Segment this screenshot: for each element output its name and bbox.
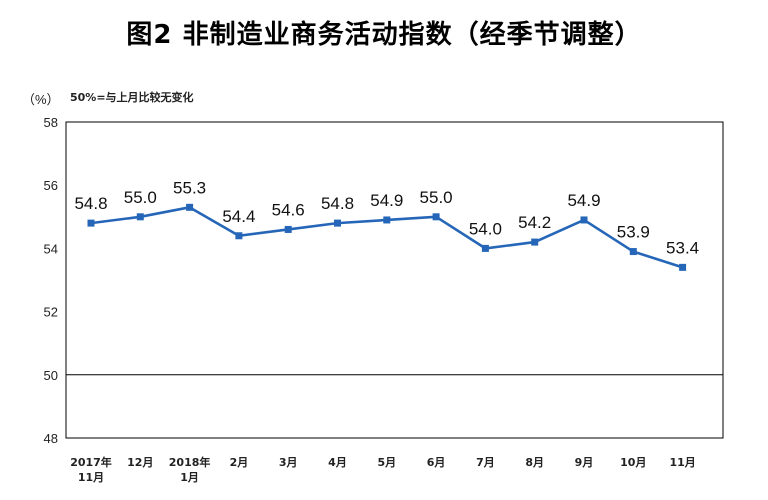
- data-value-label: 54.9: [370, 191, 403, 210]
- data-value-label: 55.0: [420, 188, 453, 207]
- x-tick-label: 12月: [127, 456, 153, 469]
- chart-title: 图2 非制造业商务活动指数（经季节调整）: [126, 20, 642, 50]
- baseline-note: 50%=与上月比较无变化: [70, 90, 194, 104]
- data-point-marker: [284, 225, 292, 233]
- data-value-label: 54.8: [74, 194, 107, 213]
- y-tick-label: 50: [44, 368, 58, 383]
- data-value-label: 54.2: [518, 213, 551, 232]
- data-point-marker: [629, 248, 637, 256]
- x-tick-label: 2月: [230, 456, 249, 469]
- data-point-marker: [136, 213, 144, 221]
- x-tick-label: 6月: [427, 456, 446, 469]
- x-tick-label: 4月: [328, 456, 347, 469]
- data-value-label: 54.8: [321, 194, 354, 213]
- data-point-marker: [481, 244, 489, 252]
- data-point-marker: [580, 216, 588, 224]
- plot-area: [65, 121, 724, 439]
- data-value-label: 54.9: [567, 191, 600, 210]
- data-point-marker: [186, 203, 194, 211]
- x-tick-label: 9月: [575, 456, 594, 469]
- data-value-label: 53.9: [617, 223, 650, 242]
- y-tick-label: 56: [44, 178, 58, 193]
- x-tick-label: 7月: [476, 456, 495, 469]
- x-tick-label: 2018年 1月: [169, 455, 211, 484]
- data-point-marker: [432, 213, 440, 221]
- y-tick-label: 52: [44, 305, 58, 320]
- data-point-marker: [531, 238, 539, 246]
- x-tick-label: 8月: [525, 456, 544, 469]
- data-point-marker: [235, 232, 243, 240]
- y-tick-label: 54: [44, 241, 58, 256]
- x-tick-label: 11月: [669, 456, 695, 469]
- y-tick-label: 48: [44, 431, 58, 446]
- data-value-label: 55.0: [124, 188, 157, 207]
- y-tick-label: 58: [44, 115, 58, 130]
- data-point-marker: [87, 219, 95, 227]
- x-tick-label: 3月: [279, 456, 298, 469]
- data-point-marker: [679, 263, 687, 271]
- x-tick-label: 2017年 11月: [70, 455, 112, 484]
- x-tick-label: 5月: [377, 456, 396, 469]
- data-value-label: 54.4: [222, 207, 255, 226]
- series-line: [90, 206, 683, 269]
- data-value-label: 53.4: [666, 238, 699, 257]
- data-value-label: 54.6: [272, 200, 305, 219]
- data-point-marker: [383, 216, 391, 224]
- data-point-marker: [334, 219, 341, 227]
- x-tick-label: 10月: [620, 456, 646, 469]
- data-value-label: 54.0: [469, 219, 502, 238]
- data-value-label: 55.3: [173, 178, 206, 197]
- y-axis-unit: （%）: [22, 92, 60, 107]
